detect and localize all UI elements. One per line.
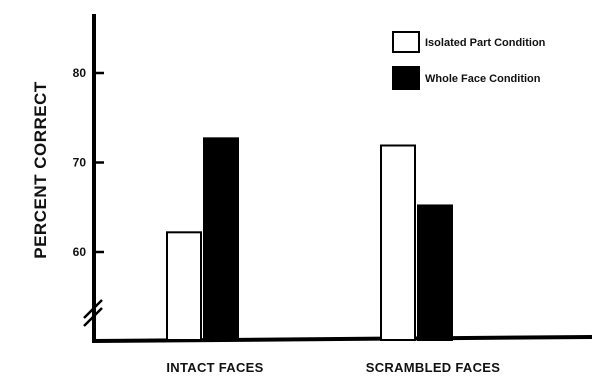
bar-intact-whole-face (203, 137, 239, 341)
legend-swatch-isolated-part (392, 31, 420, 53)
y-tick-label: 60 (73, 245, 87, 259)
bars (166, 137, 453, 341)
y-axis-title: PERCENT CORRECT (31, 81, 50, 259)
category-label-scrambled: SCRAMBLED FACES (366, 360, 501, 375)
legend-label-isolated-part: Isolated Part Condition (425, 37, 546, 49)
bar-intact-isolated-part (166, 231, 202, 341)
category-label-intact: INTACT FACES (166, 360, 263, 375)
legend-label-whole-face: Whole Face Condition (425, 73, 541, 85)
bar-scrambled-isolated-part (380, 144, 416, 341)
y-tick-80: 80 (73, 66, 104, 80)
axis-break-mark (83, 299, 103, 327)
y-ticks: 60 70 80 (73, 66, 104, 259)
y-tick-label: 70 (73, 156, 87, 170)
y-tick-70: 70 (73, 156, 104, 170)
y-tick-label: 80 (73, 66, 87, 80)
legend-swatch-whole-face (392, 66, 420, 90)
bar-scrambled-whole-face (417, 204, 453, 341)
legend: Isolated Part Condition Whole Face Condi… (392, 31, 546, 90)
y-tick-60: 60 (73, 245, 104, 259)
